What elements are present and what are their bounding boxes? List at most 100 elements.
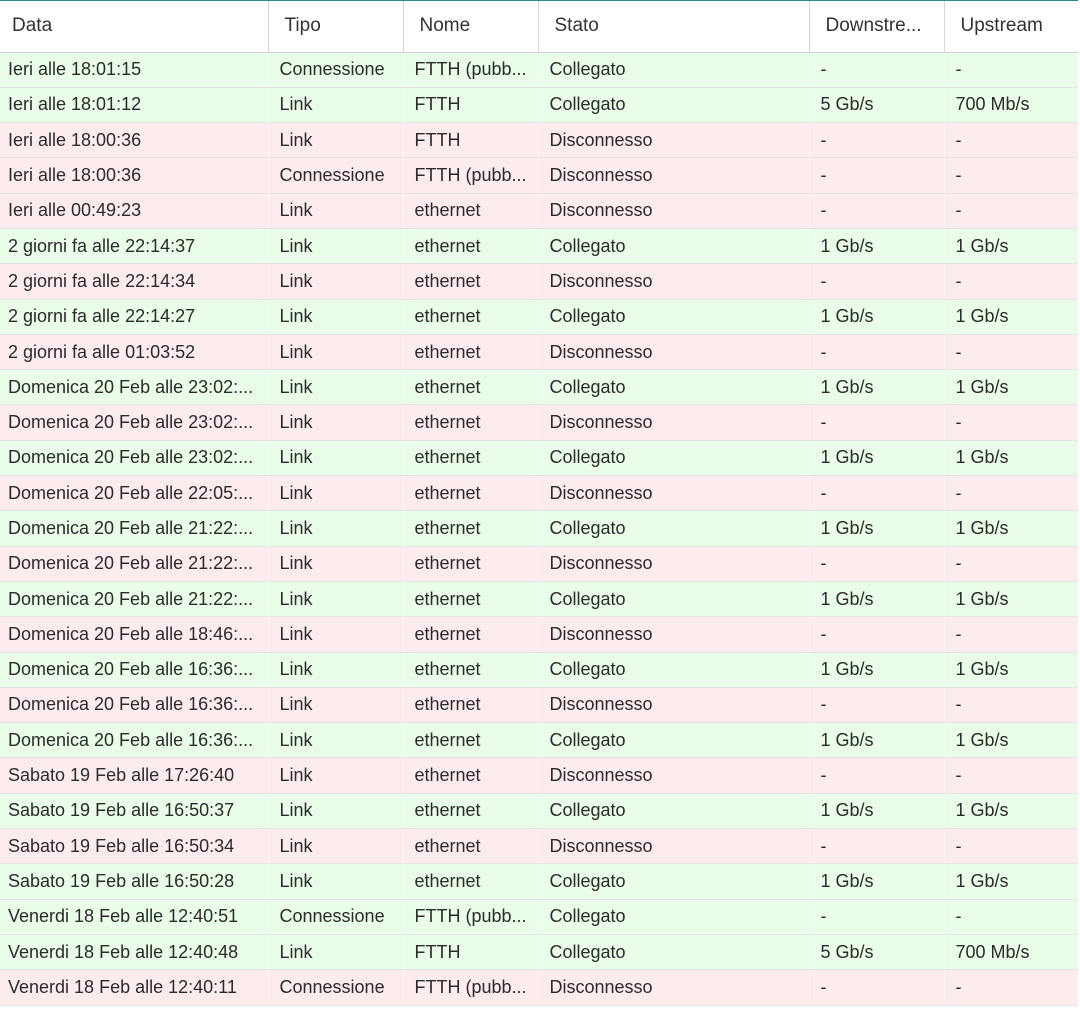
cell-data: Domenica 20 Feb alle 22:05:... [0,475,268,512]
cell-stato: Disconnesso [537,546,809,582]
table-row[interactable]: Ieri alle 18:01:12 Link FTTH Collegato 5 Gb/… [0,87,1078,124]
cell-nome: FTTH [402,934,538,971]
cell-stato: Disconnesso [537,122,809,159]
table-row[interactable]: Domenica 20 Feb alle 21:22:... Link ethern… [0,510,1078,547]
cell-downstream: 1 Gb/s [808,863,944,900]
cell-nome: ethernet [402,299,538,335]
cell-stato: Collegato [537,722,809,759]
cell-downstream: 1 Gb/s [808,581,944,618]
cell-data: Ieri alle 18:01:12 [0,87,268,124]
cell-downstream: - [808,334,944,371]
table-row[interactable]: Sabato 19 Feb alle 16:50:28 Link ethernet C… [0,863,1078,900]
cell-downstream: 1 Gb/s [808,510,944,547]
cell-nome: FTTH (pubb... [402,52,538,88]
table-row[interactable]: 2 giorni fa alle 01:03:52 Link ethernet Dis… [0,334,1078,371]
cell-nome: ethernet [402,546,538,582]
table-row[interactable]: Domenica 20 Feb alle 21:22:... Link ethern… [0,581,1078,618]
cell-downstream: - [808,122,944,159]
table-row[interactable]: Domenica 20 Feb alle 23:02:... Link ethern… [0,369,1078,406]
cell-stato: Collegato [537,899,809,935]
cell-nome: ethernet [402,228,538,265]
table-row[interactable]: Domenica 20 Feb alle 16:36:... Link ethern… [0,687,1078,724]
cell-downstream: 1 Gb/s [808,793,944,830]
cell-downstream: - [808,263,944,300]
cell-upstream: 1 Gb/s [943,299,1078,335]
cell-stato: Disconnesso [537,757,809,794]
cell-tipo: Link [267,546,403,582]
cell-tipo: Link [267,87,403,124]
cell-data: Domenica 20 Feb alle 16:36:... [0,687,268,724]
table-row[interactable]: Ieri alle 18:01:15 Connessione FTTH (pubb.… [0,52,1078,88]
cell-nome: ethernet [402,581,538,618]
column-header-tipo[interactable]: Tipo [268,1,404,53]
cell-stato: Collegato [537,793,809,830]
cell-downstream: 5 Gb/s [808,934,944,971]
cell-stato: Collegato [537,369,809,406]
table-row[interactable]: 2 giorni fa alle 22:14:34 Link ethernet Dis… [0,263,1078,300]
table-row[interactable]: Domenica 20 Feb alle 18:46:... Link ethern… [0,616,1078,653]
table-row[interactable]: 2 giorni fa alle 22:14:37 Link ethernet Col… [0,228,1078,265]
cell-tipo: Link [267,757,403,794]
cell-downstream: 1 Gb/s [808,440,944,477]
cell-upstream: - [943,263,1078,300]
cell-stato: Disconnesso [537,969,809,1006]
cell-tipo: Link [267,722,403,759]
cell-stato: Collegato [537,510,809,547]
cell-data: Ieri alle 18:01:15 [0,52,268,88]
cell-downstream: - [808,475,944,512]
table-row[interactable]: Domenica 20 Feb alle 22:05:... Link ethern… [0,475,1078,512]
cell-stato: Disconnesso [537,157,809,194]
table-row[interactable]: Domenica 20 Feb alle 23:02:... Link ethern… [0,404,1078,441]
table-row[interactable]: Ieri alle 18:00:36 Link FTTH Disconnesso - - [0,122,1078,159]
table-row[interactable]: Sabato 19 Feb alle 16:50:37 Link ethernet C… [0,793,1078,830]
column-header-nome[interactable]: Nome [403,1,539,53]
cell-data: Domenica 20 Feb alle 23:02:... [0,440,268,477]
cell-downstream: - [808,404,944,441]
cell-data: 2 giorni fa alle 22:14:34 [0,263,268,300]
cell-tipo: Link [267,616,403,653]
cell-downstream: - [808,616,944,653]
table-row[interactable]: Venerdi 18 Feb alle 12:40:51 Connessione F… [0,899,1078,935]
table-row[interactable]: Domenica 20 Feb alle 16:36:... Link ethern… [0,722,1078,759]
table-row[interactable]: Domenica 20 Feb alle 21:22:... Link ethern… [0,546,1078,582]
cell-data: Sabato 19 Feb alle 16:50:34 [0,828,268,865]
cell-upstream: 1 Gb/s [943,581,1078,618]
column-header-upstream[interactable]: Upstream [944,1,1078,53]
table-row[interactable]: Sabato 19 Feb alle 16:50:34 Link ethernet D… [0,828,1078,865]
table-row[interactable]: Sabato 19 Feb alle 17:26:40 Link ethernet D… [0,757,1078,794]
cell-data: Ieri alle 00:49:23 [0,193,268,229]
table-row[interactable]: Domenica 20 Feb alle 16:36:... Link ethern… [0,652,1078,688]
cell-stato: Collegato [537,581,809,618]
cell-downstream: - [808,899,944,935]
column-header-downstream[interactable]: Downstre... [809,1,945,53]
cell-stato: Collegato [537,863,809,900]
cell-stato: Collegato [537,652,809,688]
cell-tipo: Link [267,828,403,865]
cell-tipo: Link [267,440,403,477]
cell-tipo: Link [267,475,403,512]
cell-tipo: Link [267,122,403,159]
cell-downstream: 1 Gb/s [808,369,944,406]
cell-downstream: - [808,687,944,724]
cell-tipo: Link [267,863,403,900]
table-row[interactable]: 2 giorni fa alle 22:14:27 Link ethernet Col… [0,299,1078,335]
cell-nome: ethernet [402,369,538,406]
column-header-data[interactable]: Data [0,1,269,53]
cell-data: 2 giorni fa alle 22:14:27 [0,299,268,335]
cell-nome: FTTH (pubb... [402,969,538,1006]
cell-nome: FTTH (pubb... [402,157,538,194]
cell-upstream: - [943,404,1078,441]
cell-upstream: - [943,828,1078,865]
table-row[interactable]: Venerdi 18 Feb alle 12:40:48 Link FTTH Coll… [0,934,1078,971]
table-row[interactable]: Venerdi 18 Feb alle 12:40:11 Connessione F… [0,969,1078,1006]
cell-tipo: Link [267,934,403,971]
table-row[interactable]: Ieri alle 18:00:36 Connessione FTTH (pubb.… [0,157,1078,194]
column-header-stato[interactable]: Stato [538,1,810,53]
cell-upstream: 1 Gb/s [943,440,1078,477]
table-row[interactable]: Ieri alle 00:49:23 Link ethernet Disconness… [0,193,1078,229]
cell-nome: ethernet [402,863,538,900]
cell-downstream: 5 Gb/s [808,87,944,124]
table-row[interactable]: Domenica 20 Feb alle 23:02:... Link ethern… [0,440,1078,477]
cell-data: Domenica 20 Feb alle 16:36:... [0,652,268,688]
